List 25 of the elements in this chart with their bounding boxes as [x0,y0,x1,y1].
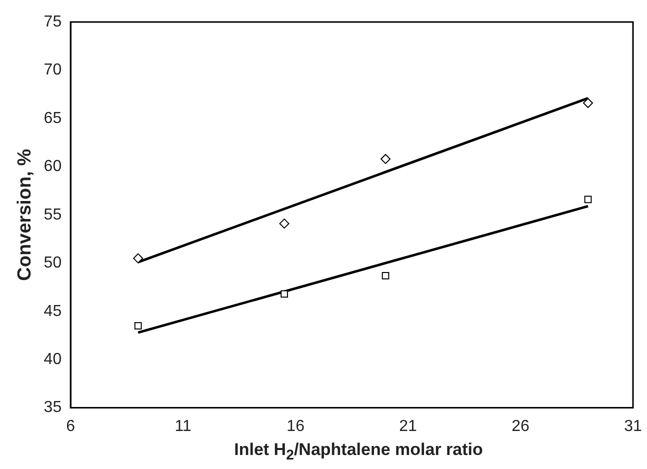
point [584,196,592,204]
x-axis-title: Inlet H$_{2}$/Naphtalene molar ratio [233,440,484,464]
y-tick-label: 70 [44,62,62,79]
y-tick-label: 45 [44,302,62,320]
x-tick-label: 26 [512,418,530,435]
y-tick-label: 50 [44,254,62,272]
x-tick-label: 16 [286,418,305,435]
x-tick-label: 31 [624,418,642,435]
y-tick-label: 35 [44,399,62,416]
y-tick-label: 60 [44,158,62,176]
x-tick-label: 21 [399,418,418,435]
y-tick-label: 40 [44,350,62,368]
y-axis-title: Conversion, % [14,148,36,281]
point [133,253,144,264]
point [279,218,290,229]
y-tick-label: 55 [44,206,62,224]
point [380,154,391,164]
x-tick-label: 6 [66,418,76,435]
point [134,322,142,330]
point [280,290,288,298]
y-tick-label: 75 [44,13,62,30]
x-tick-label: 11 [174,418,192,435]
point [583,98,594,108]
y-tick-label: 65 [44,110,62,127]
point [382,272,390,280]
